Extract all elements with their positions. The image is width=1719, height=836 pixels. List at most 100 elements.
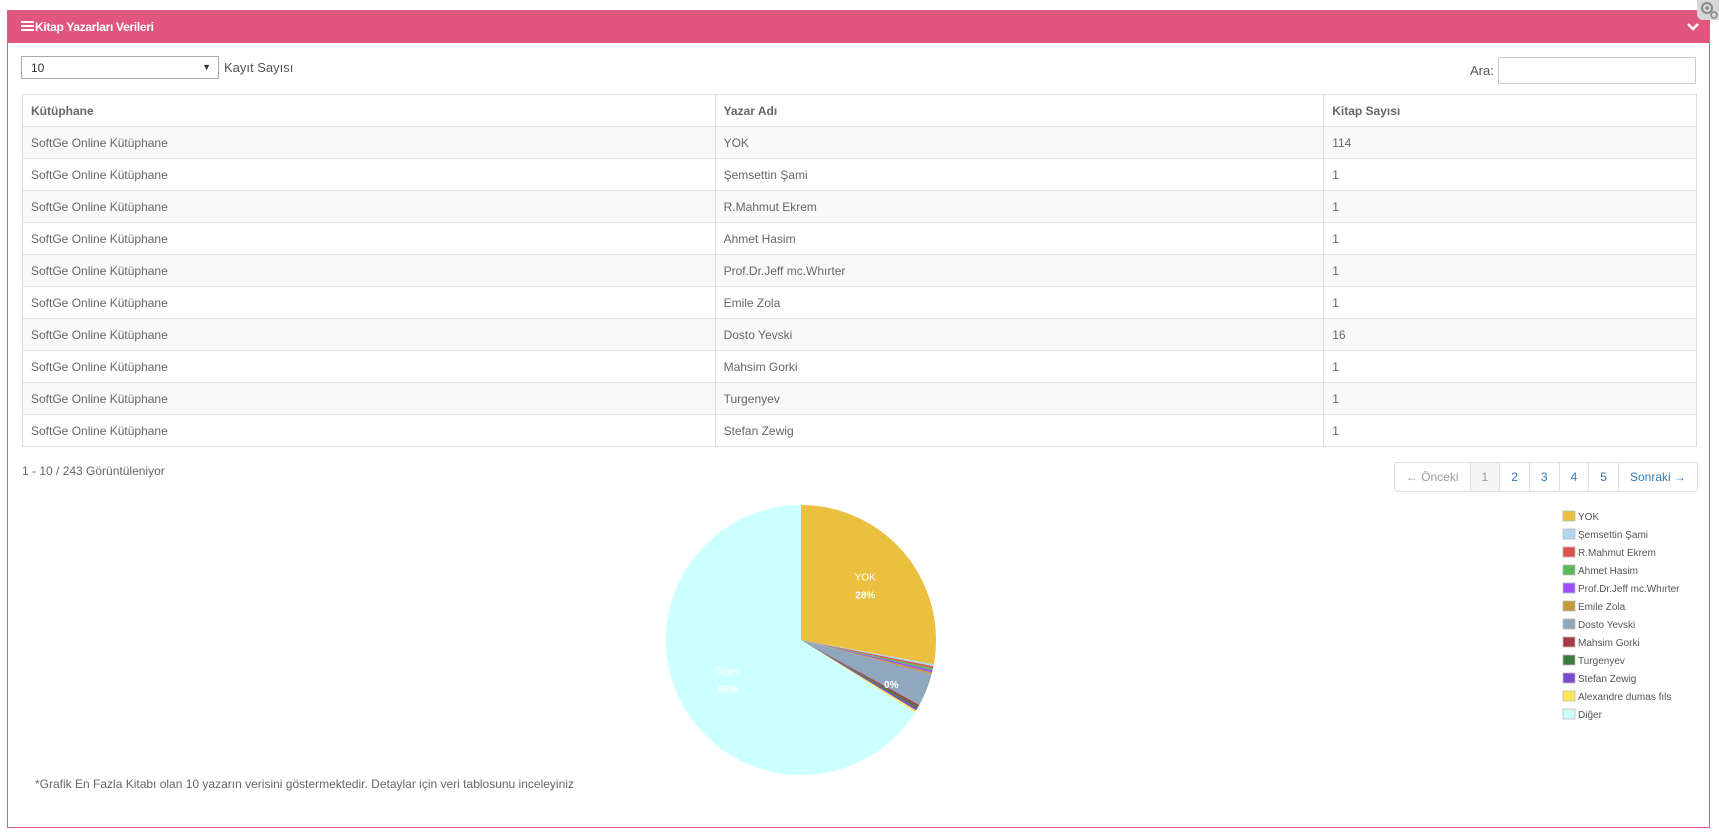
cell-author: Mahsim Gorki (714, 350, 1325, 383)
legend-label[interactable]: R.Mahmut Ekrem (1578, 548, 1656, 559)
search-label: Ara: (1470, 63, 1494, 78)
table-row: SoftGe Online Kütüphane Emile Zola 1 (22, 286, 1697, 319)
cell-author: Şemsettin Şami (714, 158, 1325, 191)
prev-page-button[interactable]: ← Önceki (1394, 463, 1470, 491)
cell-library: SoftGe Online Kütüphane (22, 222, 716, 255)
table-row: SoftGe Online Kütüphane R.Mahmut Ekrem 1 (22, 190, 1697, 223)
legend-swatch (1562, 618, 1576, 630)
table-header-row: Kütüphane Yazar Adı Kitap Sayısı (22, 94, 1697, 127)
cell-book-count: 1 (1323, 158, 1697, 191)
cell-library: SoftGe Online Kütüphane (22, 126, 716, 159)
slice-percent-label: 66% (718, 684, 738, 695)
legend-swatch (1562, 582, 1576, 594)
cell-library: SoftGe Online Kütüphane (22, 350, 716, 383)
cell-book-count: 1 (1323, 190, 1697, 223)
cell-book-count: 1 (1323, 350, 1697, 383)
pie-slice[interactable] (801, 505, 936, 665)
cell-author: YOK (714, 126, 1325, 159)
legend-label[interactable]: Diğer (1578, 710, 1603, 721)
legend-label[interactable]: Mahsim Gorki (1578, 638, 1640, 649)
pie-slice[interactable] (801, 640, 933, 675)
pagination: ← Önceki 1 2 3 4 5 Sonraki → (1393, 462, 1698, 492)
pie-slice[interactable] (801, 640, 918, 711)
legend-label[interactable]: Ahmet Hasim (1578, 566, 1638, 577)
search-input[interactable] (1498, 57, 1696, 84)
page-size-label: Kayıt Sayısı (224, 60, 294, 75)
legend-label[interactable]: Turgenyev (1578, 656, 1625, 667)
cell-book-count: 16 (1323, 318, 1697, 351)
pie-slice[interactable] (801, 640, 934, 667)
table-row: SoftGe Online Kütüphane Turgenyev 1 (22, 382, 1697, 415)
cell-library: SoftGe Online Kütüphane (22, 318, 716, 351)
cell-author: Turgenyev (714, 382, 1325, 415)
pie-slice[interactable] (801, 640, 917, 713)
legend-label[interactable]: YOK (1578, 512, 1599, 523)
legend-swatch (1562, 546, 1576, 558)
authors-table: Kütüphane Yazar Adı Kitap Sayısı SoftGe … (22, 94, 1697, 447)
cell-library: SoftGe Online Kütüphane (22, 254, 716, 287)
legend-swatch (1562, 654, 1576, 666)
panel-header: Kitap Yazarları Verileri (8, 11, 1709, 43)
legend-label[interactable]: Prof.Dr.Jeff mc.Whırter (1578, 584, 1680, 595)
legend-label[interactable]: Stefan Zewig (1578, 674, 1636, 685)
legend-swatch (1562, 690, 1576, 702)
pie-slice[interactable] (801, 640, 932, 706)
legend-swatch (1562, 528, 1576, 540)
page-button-1[interactable]: 1 (1469, 463, 1500, 491)
chevron-down-icon[interactable] (1685, 19, 1701, 35)
pie-slice[interactable] (801, 640, 919, 709)
table-row: SoftGe Online Kütüphane Stefan Zewig 1 (22, 414, 1697, 447)
slice-label: Diğer (716, 666, 741, 677)
column-header-library[interactable]: Kütüphane (22, 94, 716, 127)
caret-down-icon: ▼ (202, 62, 211, 72)
cell-library: SoftGe Online Kütüphane (22, 414, 716, 447)
table-row: SoftGe Online Kütüphane Mahsim Gorki 1 (22, 350, 1697, 383)
slice-label: YOK (855, 572, 876, 583)
cell-library: SoftGe Online Kütüphane (22, 158, 716, 191)
page-button-4[interactable]: 4 (1558, 463, 1589, 491)
legend-label[interactable]: Dosto Yevski (1578, 620, 1635, 631)
cell-book-count: 114 (1323, 126, 1697, 159)
cell-book-count: 1 (1323, 414, 1697, 447)
cell-library: SoftGe Online Kütüphane (22, 382, 716, 415)
cell-author: Prof.Dr.Jeff mc.Whırter (714, 254, 1325, 287)
pie-slice[interactable] (666, 505, 916, 776)
column-header-book-count[interactable]: Kitap Sayısı (1323, 94, 1697, 127)
page-button-2[interactable]: 2 (1499, 463, 1529, 491)
cell-author: Dosto Yevski (714, 318, 1325, 351)
cell-author: Stefan Zewig (714, 414, 1325, 447)
cell-library: SoftGe Online Kütüphane (22, 286, 716, 319)
page-button-3[interactable]: 3 (1528, 463, 1559, 491)
pie-slice[interactable] (801, 640, 934, 669)
legend-label[interactable]: Şemsettin Şami (1578, 530, 1648, 541)
legend-swatch (1562, 564, 1576, 576)
pie-slice[interactable] (801, 640, 933, 671)
pie-slice[interactable] (801, 640, 933, 673)
table-row: SoftGe Online Kütüphane YOK 114 (22, 126, 1697, 159)
cell-library: SoftGe Online Kütüphane (22, 190, 716, 223)
cell-book-count: 1 (1323, 254, 1697, 287)
menu-icon (21, 21, 34, 32)
legend-label[interactable]: Emile Zola (1578, 602, 1626, 613)
page-size-value: 10 (31, 61, 45, 75)
slice-percent-label: 28% (855, 590, 875, 601)
pie-slice[interactable] (801, 640, 920, 707)
legend-label[interactable]: Alexandre dumas fıls (1578, 692, 1671, 703)
table-row: SoftGe Online Kütüphane Şemsettin Şami 1 (22, 158, 1697, 191)
page-button-5[interactable]: 5 (1588, 463, 1618, 491)
gear-icon[interactable] (1697, 0, 1719, 20)
legend-swatch (1562, 708, 1576, 720)
legend-swatch (1562, 672, 1576, 684)
cell-author: Ahmet Hasim (714, 222, 1325, 255)
next-page-button[interactable]: Sonraki → (1617, 463, 1697, 491)
column-header-author[interactable]: Yazar Adı (714, 94, 1325, 127)
chart-note: *Grafik En Fazla Kitabı olan 10 yazarın … (35, 777, 574, 791)
legend-swatch (1562, 510, 1576, 522)
cell-book-count: 1 (1323, 286, 1697, 319)
legend-swatch (1562, 636, 1576, 648)
table-row: SoftGe Online Kütüphane Ahmet Hasim 1 (22, 222, 1697, 255)
table-info: 1 - 10 / 243 Görüntüleniyor (22, 464, 165, 478)
page-size-select[interactable]: 10 ▼ (21, 56, 219, 79)
cell-book-count: 1 (1323, 222, 1697, 255)
